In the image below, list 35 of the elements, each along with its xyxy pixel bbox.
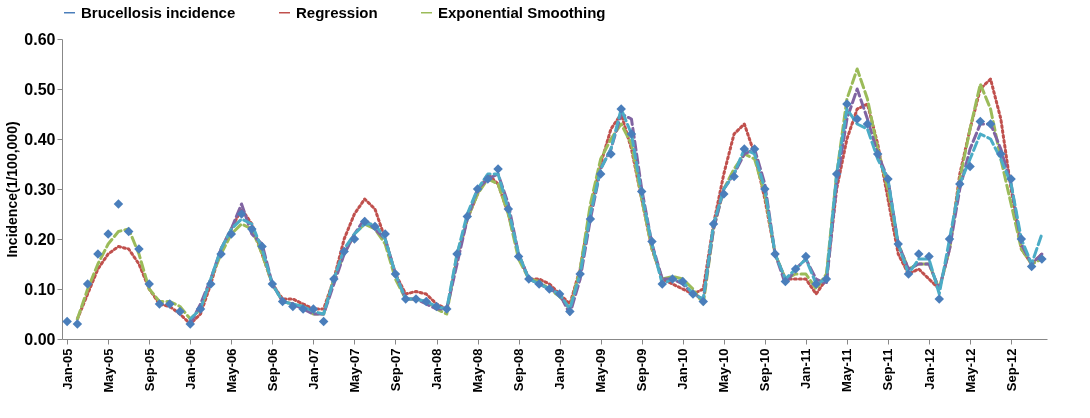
y-tick-label: 0.10 bbox=[24, 280, 56, 298]
x-tick-label: Sep-07 bbox=[387, 348, 403, 392]
x-tick-label: Jan-09 bbox=[552, 348, 568, 390]
x-tick-label: Sep-10 bbox=[757, 348, 773, 392]
x-tick-label: Jan-05 bbox=[59, 348, 75, 390]
x-tick-label: Jan-08 bbox=[429, 348, 445, 390]
y-tick-label: 0.30 bbox=[24, 180, 56, 198]
x-tick-label: Sep-12 bbox=[1003, 348, 1019, 392]
x-tick-label: Jan-07 bbox=[305, 348, 321, 390]
x-tick-label: May-07 bbox=[346, 348, 362, 393]
x-tick-label: May-06 bbox=[223, 348, 239, 393]
legend-label: Brucellosis incidence bbox=[81, 3, 236, 21]
x-tick-label: Sep-05 bbox=[141, 348, 157, 392]
x-tick-label: Sep-11 bbox=[880, 348, 896, 391]
x-tick-label: May-09 bbox=[593, 348, 609, 393]
x-tick-label: May-08 bbox=[470, 348, 486, 393]
y-tick-label: 0.40 bbox=[24, 130, 56, 148]
x-tick-label: May-05 bbox=[100, 348, 116, 393]
y-tick-label: 0.60 bbox=[24, 30, 56, 48]
x-tick-label: Sep-08 bbox=[511, 348, 527, 392]
legend-label: Exponential Smoothing bbox=[438, 3, 606, 21]
legend-label: Regression bbox=[296, 3, 378, 21]
x-tick-label: Jan-11 bbox=[798, 348, 814, 389]
x-tick-label: Sep-06 bbox=[264, 348, 280, 392]
x-tick-label: May-12 bbox=[962, 348, 978, 393]
x-tick-label: May-10 bbox=[716, 348, 732, 393]
x-tick-label: Jan-10 bbox=[675, 348, 691, 390]
y-tick-label: 0.20 bbox=[24, 230, 56, 248]
x-tick-label: Jan-12 bbox=[921, 348, 937, 390]
x-tick-label: May-11 bbox=[839, 348, 855, 392]
y-tick-label: 0.50 bbox=[24, 80, 56, 98]
x-tick-label: Jan-06 bbox=[182, 348, 198, 390]
x-tick-label: Sep-09 bbox=[634, 348, 650, 392]
y-axis-title: Incidence(1/100,000) bbox=[4, 121, 21, 258]
y-tick-label: 0.00 bbox=[24, 330, 56, 348]
